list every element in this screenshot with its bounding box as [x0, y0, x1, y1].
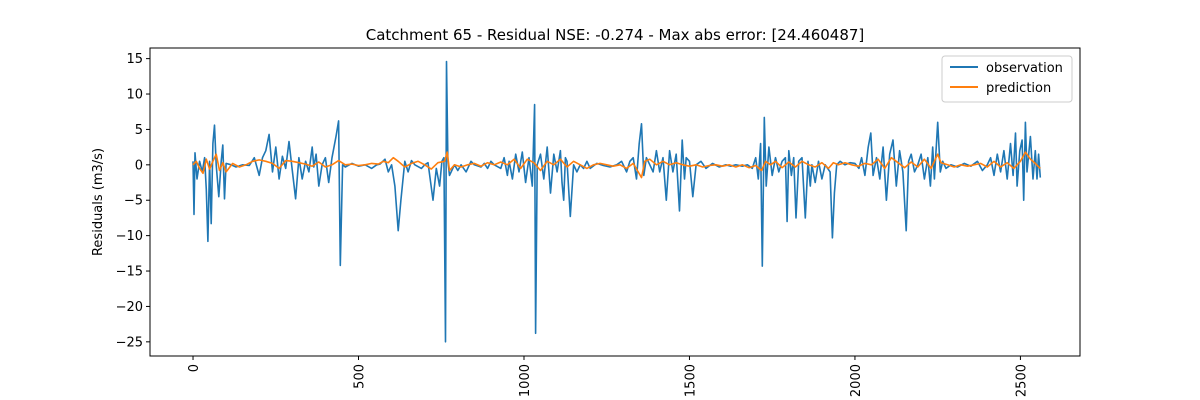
plot-frame: [149, 47, 1081, 357]
legend-label-prediction: prediction: [986, 81, 1051, 96]
chart-title: Catchment 65 - Residual NSE: -0.274 - Ma…: [366, 26, 865, 44]
x-tick-label: 2500: [1014, 364, 1029, 397]
y-tick-label: −5: [124, 194, 143, 209]
x-tick-label: 0: [187, 364, 202, 372]
y-tick-label: 15: [126, 52, 143, 67]
x-tick-label: 2000: [849, 364, 864, 397]
legend-label-observation: observation: [986, 61, 1063, 76]
plot-area: [149, 47, 1081, 357]
y-tick-label: 10: [126, 88, 143, 103]
x-tick-label: 1500: [683, 364, 698, 397]
legend: observation prediction: [941, 55, 1073, 103]
x-tick-label: 1000: [518, 364, 533, 397]
series-line-observation: [192, 60, 1042, 343]
y-tick-label: −10: [116, 229, 143, 244]
y-axis-label: Residuals (m3/s): [91, 148, 106, 256]
series-layer: [192, 60, 1042, 343]
y-tick-label: 0: [135, 158, 143, 173]
y-tick-label: −15: [116, 265, 143, 280]
y-tick-label: 5: [135, 123, 143, 138]
x-axis: 0 500 1000 1500 2000 2500: [187, 356, 1029, 397]
series-line-prediction: [192, 151, 1041, 179]
y-tick-label: −25: [116, 335, 143, 350]
y-axis: 15 10 5 0 −5 −10 −15 −20 −25: [116, 52, 150, 350]
y-tick-label: −20: [116, 300, 143, 315]
x-tick-label: 500: [353, 364, 368, 389]
